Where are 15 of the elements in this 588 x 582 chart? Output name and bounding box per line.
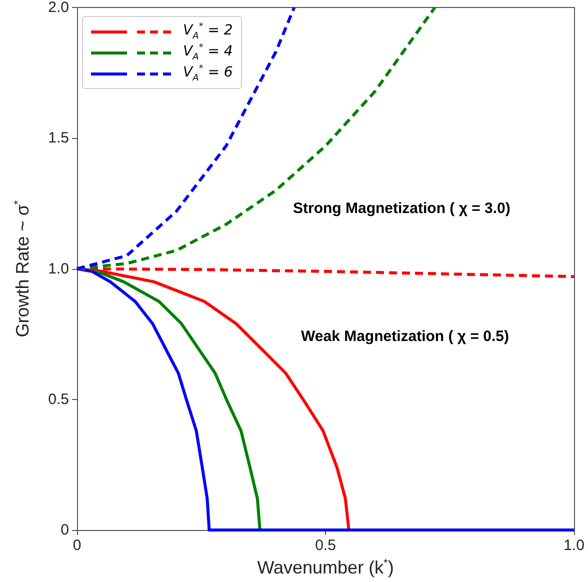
legend-label: V$_{A}$$^{*}$ = 4	[183, 42, 233, 62]
y-tick-label: 1.0	[48, 260, 69, 278]
annotation: Weak Magnetization ( χ = 0.5)	[301, 328, 509, 345]
annotation: Strong Magnetization ( χ = 3.0)	[293, 200, 510, 217]
y-tick-label: 1.5	[48, 130, 69, 147]
y-tick-label: 0.5	[48, 390, 69, 408]
y-tick-label: 0	[60, 522, 69, 538]
y-tick-label: 2.0	[48, 0, 69, 16]
legend-label: V$_{A}$$^{*}$ = 2	[183, 22, 233, 42]
x-axis-title: Wavenumber (k*)	[257, 557, 394, 578]
x-tick-label: 0	[72, 537, 82, 554]
x-tick-label: 0.5	[315, 537, 336, 554]
y-axis-title: Growth Rate ~ σ*	[12, 200, 32, 338]
x-tick-label: 1.0	[564, 537, 584, 554]
legend-label: V$_{A}$$^{*}$ = 6	[183, 64, 233, 84]
